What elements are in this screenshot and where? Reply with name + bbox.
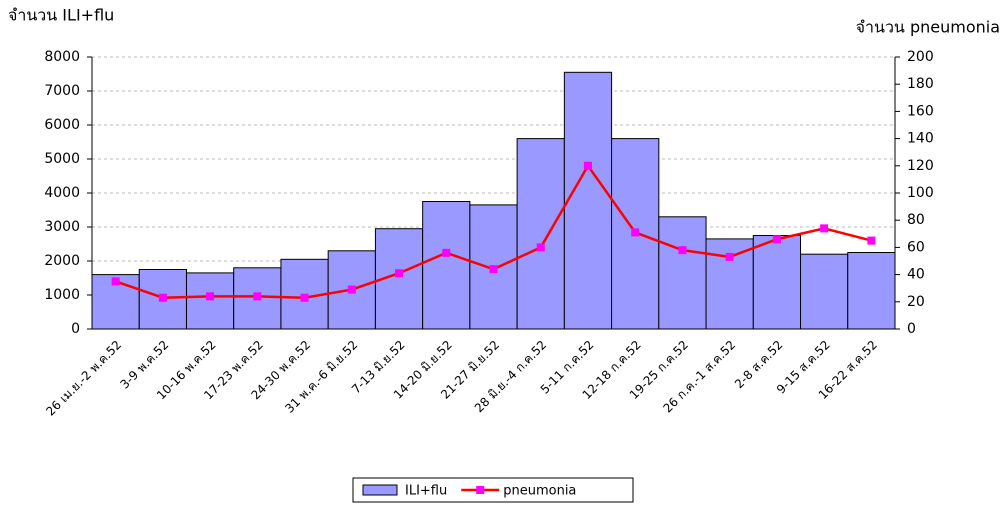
marker xyxy=(678,246,687,255)
bar xyxy=(705,238,754,330)
y2-tick-label: 40 xyxy=(907,267,925,283)
marker xyxy=(442,248,451,257)
bar xyxy=(422,201,471,330)
y2-tick-label: 20 xyxy=(907,294,925,310)
marker xyxy=(489,265,498,274)
y-tick-label: 3000 xyxy=(44,219,80,235)
marker xyxy=(772,235,781,244)
marker xyxy=(347,285,356,294)
bar xyxy=(563,71,613,330)
y2-tick-label: 60 xyxy=(907,239,925,255)
bar xyxy=(185,272,235,330)
marker xyxy=(820,224,829,233)
y2-tick-label: 140 xyxy=(907,131,934,147)
marker xyxy=(253,292,262,301)
y-tick-label: 2000 xyxy=(44,253,80,269)
legend-box xyxy=(352,477,634,503)
marker xyxy=(631,228,640,237)
x-tick-label: 26 เม.ย.-2 พ.ค.52 xyxy=(43,338,124,419)
marker xyxy=(725,252,734,261)
marker xyxy=(300,293,309,302)
y-tick-label: 6000 xyxy=(44,117,80,133)
y2-tick-label: 200 xyxy=(907,49,934,65)
legend-swatch xyxy=(362,484,398,496)
bar xyxy=(752,235,802,330)
legend-marker xyxy=(476,486,485,494)
y2-tick-label: 0 xyxy=(907,321,916,337)
marker xyxy=(395,269,404,278)
legend-label: ILI+flu xyxy=(405,484,447,499)
marker xyxy=(536,243,545,252)
y2-tick-label: 120 xyxy=(907,158,934,174)
y2-tick-label: 160 xyxy=(907,103,934,119)
marker xyxy=(158,293,167,302)
marker xyxy=(206,292,215,301)
y2-tick-label: 100 xyxy=(907,185,934,201)
bar xyxy=(847,252,896,330)
bar xyxy=(800,253,849,330)
y2-tick-label: 180 xyxy=(907,76,934,92)
y-tick-label: 4000 xyxy=(44,185,80,201)
y-tick-label: 8000 xyxy=(44,49,80,65)
y2-axis-title: จำนวน pneumonia xyxy=(856,18,1000,37)
y-tick-label: 5000 xyxy=(44,151,80,167)
y-tick-label: 1000 xyxy=(44,287,80,303)
legend-label: pneumonia xyxy=(503,484,576,499)
bar xyxy=(516,138,565,330)
y2-tick-label: 80 xyxy=(907,212,925,228)
y-axis-title: จำนวน ILI+flu xyxy=(8,6,114,25)
bar xyxy=(658,216,707,330)
marker xyxy=(111,277,120,286)
marker xyxy=(583,161,592,170)
marker xyxy=(867,236,876,245)
y-tick-label: 0 xyxy=(71,321,80,337)
y-tick-label: 7000 xyxy=(44,83,80,99)
